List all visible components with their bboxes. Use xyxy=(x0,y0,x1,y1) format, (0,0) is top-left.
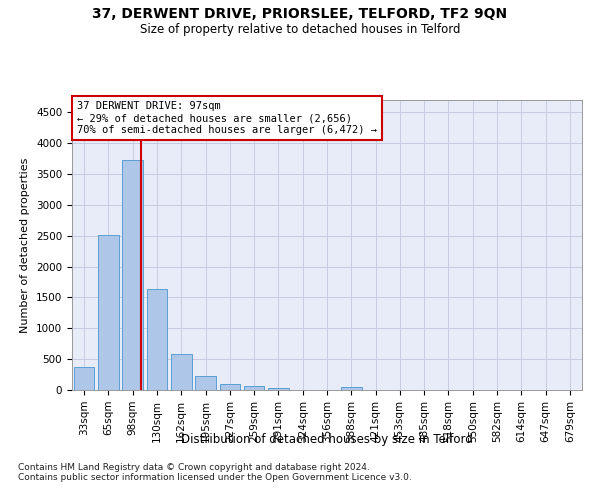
Bar xyxy=(220,384,240,390)
Bar xyxy=(244,386,265,390)
Bar xyxy=(171,354,191,390)
Bar xyxy=(268,388,289,390)
Text: Distribution of detached houses by size in Telford: Distribution of detached houses by size … xyxy=(181,432,473,446)
Bar xyxy=(195,376,216,390)
Y-axis label: Number of detached properties: Number of detached properties xyxy=(20,158,31,332)
Bar xyxy=(146,289,167,390)
Bar xyxy=(122,160,143,390)
Text: Size of property relative to detached houses in Telford: Size of property relative to detached ho… xyxy=(140,22,460,36)
Bar xyxy=(341,387,362,390)
Text: 37, DERWENT DRIVE, PRIORSLEE, TELFORD, TF2 9QN: 37, DERWENT DRIVE, PRIORSLEE, TELFORD, T… xyxy=(92,8,508,22)
Bar xyxy=(98,235,119,390)
Text: 37 DERWENT DRIVE: 97sqm
← 29% of detached houses are smaller (2,656)
70% of semi: 37 DERWENT DRIVE: 97sqm ← 29% of detache… xyxy=(77,102,377,134)
Bar xyxy=(74,367,94,390)
Text: Contains HM Land Registry data © Crown copyright and database right 2024.
Contai: Contains HM Land Registry data © Crown c… xyxy=(18,462,412,482)
